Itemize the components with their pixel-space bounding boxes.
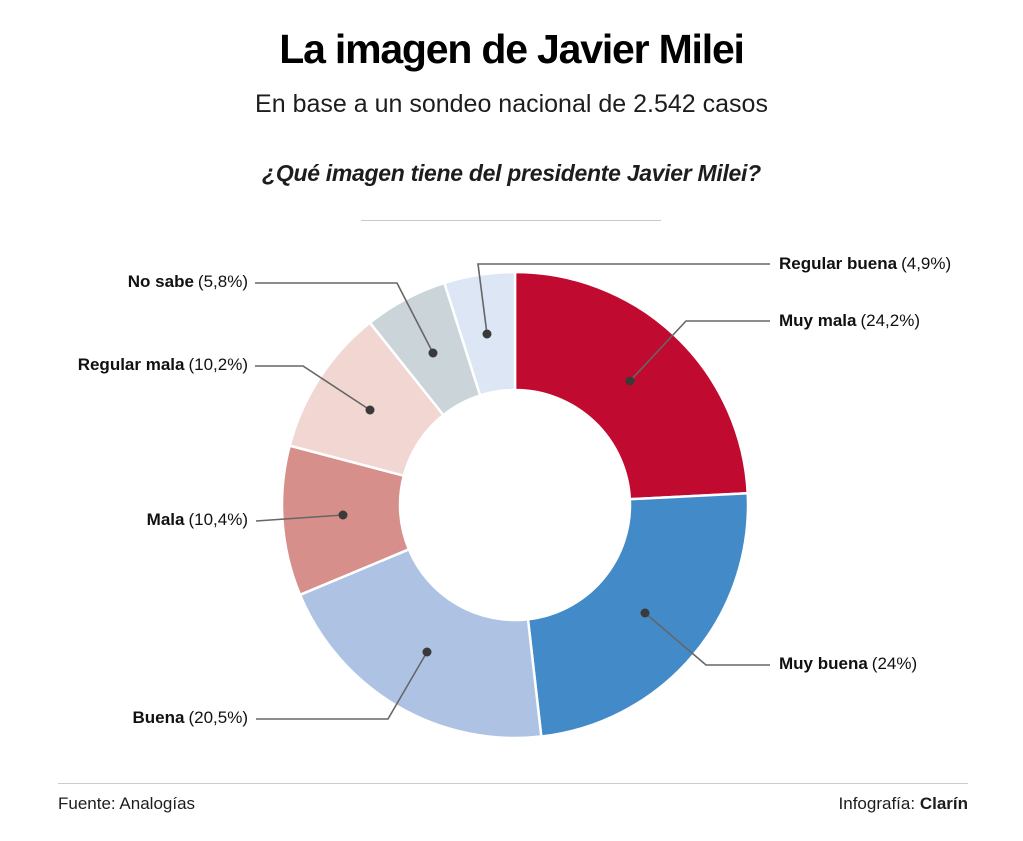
slice-label-value: (20,5%) bbox=[188, 708, 248, 727]
leader-dot-regular-buena bbox=[482, 329, 492, 339]
donut-slice-regular-buena bbox=[443, 270, 517, 397]
leader-dot-no-sabe bbox=[428, 348, 438, 358]
slice-label-name: Mala bbox=[146, 510, 185, 529]
question-divider bbox=[361, 220, 661, 221]
page-subtitle: En base a un sondeo nacional de 2.542 ca… bbox=[255, 90, 768, 118]
leader-dot-muy-mala bbox=[625, 376, 635, 386]
leader-line-regular-mala bbox=[255, 365, 371, 411]
slice-label-value: (10,4%) bbox=[188, 510, 248, 529]
slice-label-muy-mala: Muy mala (24,2%) bbox=[779, 310, 920, 332]
donut-slice-muy-mala bbox=[513, 270, 749, 501]
leader-line-buena bbox=[256, 651, 428, 720]
slice-label-muy-buena: Muy buena (24%) bbox=[779, 653, 917, 675]
slice-label-value: (24%) bbox=[871, 654, 918, 673]
leader-dot-regular-mala bbox=[365, 405, 375, 415]
slice-label-value: (5,8%) bbox=[197, 272, 248, 291]
slice-label-name: No sabe bbox=[127, 272, 194, 291]
slice-label-name: Regular buena bbox=[779, 254, 898, 273]
slice-label-regular-mala: Regular mala (10,2%) bbox=[78, 354, 248, 376]
slice-label-name: Buena bbox=[132, 708, 185, 727]
leader-line-muy-mala bbox=[629, 320, 770, 382]
donut-slice-muy-buena bbox=[526, 492, 750, 738]
leader-dot-mala bbox=[338, 510, 348, 520]
slice-label-name: Muy mala bbox=[779, 311, 857, 330]
slice-label-regular-buena: Regular buena (4,9%) bbox=[779, 253, 951, 275]
slice-label-no-sabe: No sabe (5,8%) bbox=[128, 271, 248, 293]
leader-dot-buena bbox=[422, 647, 432, 657]
footer-divider bbox=[58, 783, 968, 784]
leader-line-no-sabe bbox=[255, 282, 434, 354]
slice-label-name: Regular mala bbox=[77, 355, 185, 374]
footer-credit-name: Clarín bbox=[919, 794, 968, 813]
slice-label-name: Muy buena bbox=[779, 654, 868, 673]
footer-credit-label: Infografía: bbox=[838, 794, 920, 813]
slice-label-value: (4,9%) bbox=[901, 254, 952, 273]
leader-line-regular-buena bbox=[477, 263, 770, 335]
slice-label-buena: Buena (20,5%) bbox=[133, 707, 249, 729]
slice-label-value: (10,2%) bbox=[188, 355, 248, 374]
slice-label-mala: Mala (10,4%) bbox=[147, 509, 248, 531]
survey-question: ¿Qué imagen tiene del presidente Javier … bbox=[262, 160, 761, 186]
footer-credit: Infografía: Clarín bbox=[839, 794, 968, 814]
slice-label-value: (24,2%) bbox=[860, 311, 921, 330]
leader-line-muy-buena bbox=[644, 612, 770, 666]
leader-dot-muy-buena bbox=[640, 608, 650, 618]
leader-line-mala bbox=[255, 514, 344, 522]
donut-slice-buena bbox=[298, 548, 543, 740]
page-title: La imagen de Javier Milei bbox=[279, 26, 745, 72]
footer-source: Fuente: Analogías bbox=[58, 794, 196, 813]
